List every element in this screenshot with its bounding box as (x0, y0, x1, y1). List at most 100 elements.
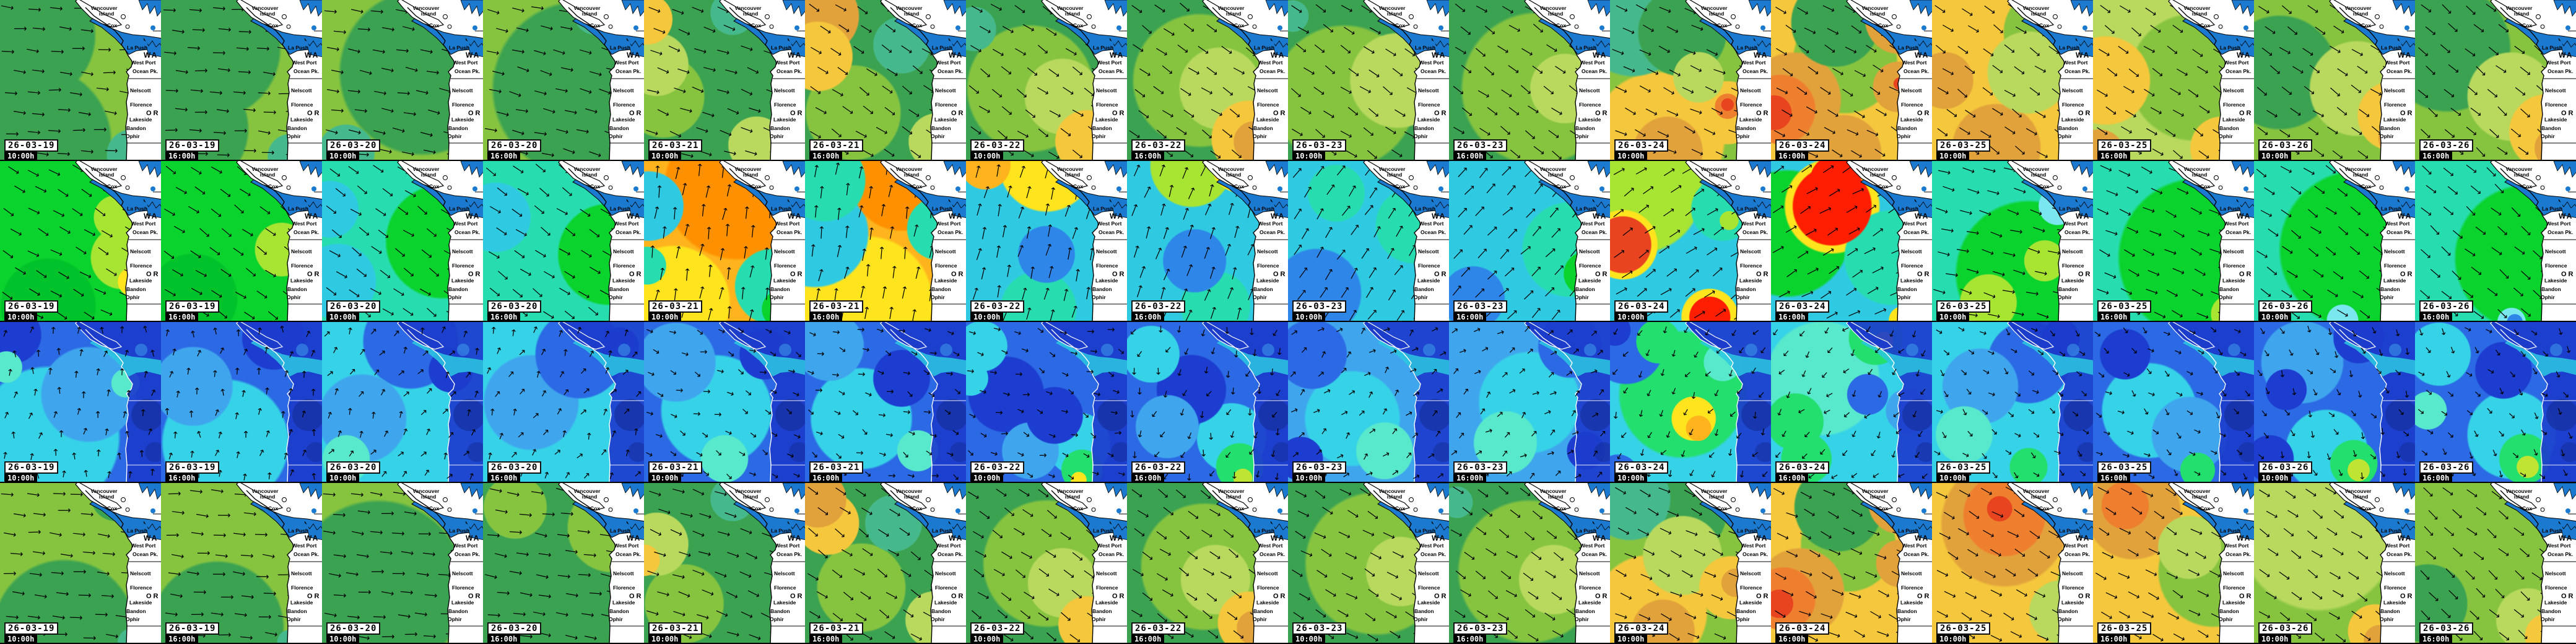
map-tile-r3-c7[interactable]: → → → → → → → → → → → → → → → → → → → → → → → → → → → → → → → → → → → → → → → →… (966, 322, 1127, 483)
vancouver-island-shape (1524, 0, 1572, 28)
label-wa: WA (1271, 212, 1285, 220)
map-tile-r4-c4[interactable]: Vancouver island Cox La Push WA West Port Ocea… (483, 483, 644, 644)
map-tile-r2-c7[interactable]: Vancouver island Cox La Push WA West Port Ocea… (966, 161, 1127, 322)
map-tile-r4-c6[interactable]: Vancouver island Cox La Push WA West Port Ocea… (805, 483, 966, 644)
map-tile-r1-c10[interactable]: Vancouver island Cox La Push WA West Port Ocea… (1449, 0, 1610, 161)
direction-arrow-icon: → (2415, 367, 2428, 381)
map-tile-r3-c8[interactable]: → → → → → → → → → → → → → → → → → → → → → → → → → → → → → → → → → → → → → → → →… (1127, 322, 1288, 483)
map-tile-r2-c6[interactable]: Vancouver island Cox La Push WA West Port Ocea… (805, 161, 966, 322)
label-or-label: OR (468, 271, 482, 278)
map-tile-r2-c4[interactable]: Vancouver island Cox La Push WA West Port Ocea… (483, 161, 644, 322)
direction-arrow-icon: → (2509, 325, 2523, 339)
map-tile-r3-c12[interactable]: → → → → → → → → → → → → → → → → → → → → → → → → → → → → → → → → → → → → → → → →… (1771, 322, 1932, 483)
land-texture (1419, 399, 1449, 431)
direction-arrow-icon: → (72, 406, 85, 417)
map-tile-r3-c1[interactable]: → → → → → → → → → → → → → → → → → → → → → → → → → → → → → → → → → → → → → → → →… (0, 322, 161, 483)
label-ocean-pk: Ocean Pk. (938, 229, 963, 235)
map-tile-r3-c13[interactable]: → → → → → → → → → → → → → → → → → → → → → → → → → → → → → → → → → → → → → → → →… (1932, 322, 2093, 483)
map-tile-r4-c8[interactable]: Vancouver island Cox La Push WA West Port Ocea… (1127, 483, 1288, 644)
label-cox: Cox (912, 22, 922, 28)
map-tile-r4-c10[interactable]: Vancouver island Cox La Push WA West Port Ocea… (1449, 483, 1610, 644)
map-tile-r1-c16[interactable]: Vancouver island Cox La Push WA West Port Ocea… (2415, 0, 2576, 161)
inland-water (2404, 25, 2409, 30)
map-tile-r2-c1[interactable]: Vancouver island Cox La Push WA West Port Ocea… (0, 161, 161, 322)
map-tile-r1-c14[interactable]: Vancouver island Cox La Push WA West Port Ocea… (2093, 0, 2254, 161)
map-tile-r4-c12[interactable]: Vancouver island Cox La Push WA West Port Ocea… (1771, 483, 1932, 644)
islet (2057, 185, 2062, 190)
map-tile-r1-c13[interactable]: Vancouver island Cox La Push WA West Port Ocea… (1932, 0, 2093, 161)
map-tile-r1-c1[interactable]: Vancouver island Cox La Push WA West Port Ocea… (0, 0, 161, 161)
map-tile-r1-c2[interactable]: Vancouver island Cox La Push WA West Port Ocea… (161, 0, 322, 161)
strait-water (1056, 341, 1127, 376)
direction-arrow-icon: → (1498, 446, 1512, 460)
map-tile-r2-c10[interactable]: Vancouver island Cox La Push WA West Port Ocea… (1449, 161, 1610, 322)
direction-arrow-icon: → (1253, 386, 1265, 395)
map-tile-r3-c6[interactable]: → → → → → → → → → → → → → → → → → → → → → → → → → → → → → → → → → → → → → → → →… (805, 322, 966, 483)
direction-arrow-icon: → (1436, 346, 1449, 360)
map-tile-r3-c16[interactable]: → → → → → → → → → → → → → → → → → → → → → → → → → → → → → → → → → → → → → → → →… (2415, 322, 2576, 483)
direction-arrow-icon: → (573, 449, 586, 463)
map-tile-r3-c9[interactable]: → → → → → → → → → → → → → → → → → → → → → → → → → → → → → → → → → → → → → → → →… (1288, 322, 1449, 483)
tile-date-label: 26-03-20 (326, 139, 381, 152)
map-tile-r3-c10[interactable]: → → → → → → → → → → → → → → → → → → → → → → → → → → → → → → → → → → → → → → → →… (1449, 322, 1610, 483)
inland-water (1268, 524, 1274, 530)
map-tile-r2-c13[interactable]: Vancouver island Cox La Push WA West Port Ocea… (1932, 161, 2093, 322)
map-tile-r4-c7[interactable]: Vancouver island Cox La Push WA West Port Ocea… (966, 483, 1127, 644)
direction-arrow-icon: → (1918, 469, 1931, 483)
map-tile-r3-c15[interactable]: → → → → → → → → → → → → → → → → → → → → → → → → → → → → → → → → → → → → → → → →… (2254, 322, 2415, 483)
direction-arrow-icon: → (1570, 386, 1584, 399)
map-tile-r1-c12[interactable]: Vancouver island Cox La Push WA West Port Ocea… (1771, 0, 1932, 161)
map-tile-r4-c5[interactable]: Vancouver island Cox La Push WA West Port Ocea… (644, 483, 805, 644)
map-tile-r2-c16[interactable]: Vancouver island Cox La Push WA West Port Ocea… (2415, 161, 2576, 322)
map-tile-r1-c5[interactable]: Vancouver island Cox La Push WA West Port Ocea… (644, 0, 805, 161)
map-tile-r1-c4[interactable]: Vancouver island Cox La Push WA West Port Ocea… (483, 0, 644, 161)
tile-date-label: 26-03-26 (2419, 300, 2474, 313)
direction-arrow-icon: → (171, 389, 184, 399)
direction-arrow-icon: → (1321, 385, 1333, 399)
direction-arrow-icon: → (767, 385, 780, 399)
map-tile-r1-c11[interactable]: Vancouver island Cox La Push WA West Port Ocea… (1610, 0, 1771, 161)
direction-arrow-icon: → (1667, 385, 1681, 398)
label-island: island (904, 494, 920, 500)
label-la-push: La Push (2381, 206, 2401, 212)
direction-arrow-icon: → (1434, 468, 1447, 482)
map-tile-r3-c4[interactable]: → → → → → → → → → → → → → → → → → → → → → → → → → → → → → → → → → → → → → → → →… (483, 322, 644, 483)
map-tile-r2-c8[interactable]: Vancouver island Cox La Push WA West Port Ocea… (1127, 161, 1288, 322)
map-tile-r4-c11[interactable]: Vancouver island Cox La Push WA West Port Ocea… (1610, 483, 1771, 644)
map-tile-r1-c3[interactable]: Vancouver island Cox La Push WA West Port Ocea… (322, 0, 483, 161)
map-tile-r3-c11[interactable]: → → → → → → → → → → → → → → → → → → → → → → → → → → → → → → → → → → → → → → → →… (1610, 322, 1771, 483)
map-tile-r2-c14[interactable]: Vancouver island Cox La Push WA West Port Ocea… (2093, 161, 2254, 322)
direction-arrow-icon: → (941, 405, 955, 419)
direction-arrow-icon: → (2326, 363, 2339, 377)
map-tile-r3-c14[interactable]: → → → → → → → → → → → → → → → → → → → → → → → → → → → → → → → → → → → → → → → →… (2093, 322, 2254, 483)
direction-arrow-icon: → (1060, 404, 1070, 417)
map-tile-r2-c3[interactable]: Vancouver island Cox La Push WA West Port Ocea… (322, 161, 483, 322)
islet (2218, 185, 2223, 190)
map-tile-r1-c15[interactable]: Vancouver island Cox La Push WA West Port Ocea… (2254, 0, 2415, 161)
map-tile-r1-c8[interactable]: Vancouver island Cox La Push WA West Port Ocea… (1127, 0, 1288, 161)
map-tile-r1-c6[interactable]: Vancouver island Cox La Push WA West Port Ocea… (805, 0, 966, 161)
map-tile-r2-c2[interactable]: Vancouver island Cox La Push WA West Port Ocea… (161, 161, 322, 322)
map-tile-r4-c3[interactable]: Vancouver island Cox La Push WA West Port Ocea… (322, 483, 483, 644)
direction-arrow-icon: → (48, 409, 62, 420)
map-tile-r2-c11[interactable]: Vancouver island Cox La Push WA West Port Ocea… (1610, 161, 1771, 322)
map-tile-r4-c9[interactable]: Vancouver island Cox La Push WA West Port Ocea… (1288, 483, 1449, 644)
label-ocean-pk: Ocean Pk. (133, 229, 158, 235)
map-tile-r3-c5[interactable]: → → → → → → → → → → → → → → → → → → → → → → → → → → → → → → → → → → → → → → → →… (644, 322, 805, 483)
map-tile-r3-c3[interactable]: → → → → → → → → → → → → → → → → → → → → → → → → → → → → → → → → → → → → → → → →… (322, 322, 483, 483)
map-tile-r2-c5[interactable]: Vancouver island Cox La Push WA West Port Ocea… (644, 161, 805, 322)
map-tile-r4-c13[interactable]: Vancouver island Cox La Push WA West Port Ocea… (1932, 483, 2093, 644)
map-tile-r1-c9[interactable]: Vancouver island Cox La Push WA West Port Ocea… (1288, 0, 1449, 161)
map-tile-r4-c2[interactable]: Vancouver island Cox La Push WA West Port Ocea… (161, 483, 322, 644)
map-tile-r4-c1[interactable]: Vancouver island Cox La Push WA West Port Ocea… (0, 483, 161, 644)
map-tile-r2-c12[interactable]: Vancouver island Cox La Push WA West Port Ocea… (1771, 161, 1932, 322)
label-ophir: Ophir (1092, 294, 1106, 300)
map-tile-r2-c15[interactable]: Vancouver island Cox La Push WA West Port Ocea… (2254, 161, 2415, 322)
tile-date-label: 26-03-20 (487, 300, 542, 313)
map-tile-r1-c7[interactable]: Vancouver island Cox La Push WA West Port Ocea… (966, 0, 1127, 161)
direction-arrow-icon: → (1839, 364, 1853, 378)
map-tile-r3-c2[interactable]: → → → → → → → → → → → → → → → → → → → → → → → → → → → → → → → → → → → → → → → →… (161, 322, 322, 483)
map-tile-r2-c9[interactable]: Vancouver island Cox La Push WA West Port Ocea… (1288, 161, 1449, 322)
